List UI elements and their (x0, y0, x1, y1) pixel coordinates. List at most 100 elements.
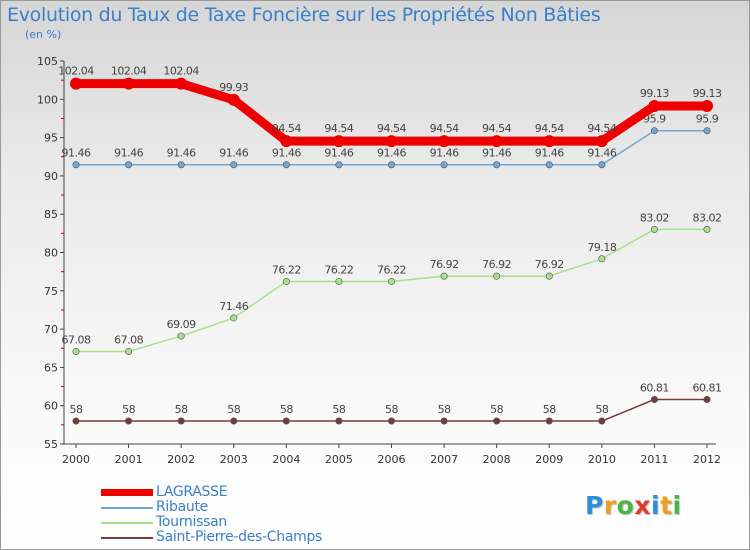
data-label-Saint-Pierre-des-Champs-2001: 58 (122, 403, 135, 416)
x-tick-label-2004: 2004 (272, 453, 300, 466)
data-label-Tournissan-2001: 67.08 (114, 333, 143, 346)
data-point-Tournissan-2000 (72, 347, 80, 355)
data-point-Saint-Pierre-des-Champs-2005 (335, 417, 343, 425)
data-point-Saint-Pierre-des-Champs-2011 (650, 395, 658, 403)
x-tick-label-2002: 2002 (167, 453, 195, 466)
data-label-Ribaute-2007: 91.46 (430, 147, 459, 160)
data-label-Tournissan-2010: 79.18 (587, 241, 616, 254)
data-point-Saint-Pierre-des-Champs-2008 (493, 417, 501, 425)
y-tick-label-105: 105 (37, 55, 58, 68)
data-point-LAGRASSE-2000 (70, 77, 82, 90)
legend-swatch-ribaute (101, 507, 153, 509)
data-label-Saint-Pierre-des-Champs-2004: 58 (280, 403, 293, 416)
data-label-Ribaute-2012: 95.9 (696, 113, 719, 126)
data-label-Tournissan-2000: 67.08 (62, 333, 91, 346)
y-tick-label-55: 55 (44, 438, 58, 451)
data-label-Ribaute-2010: 91.46 (587, 147, 616, 160)
data-label-Ribaute-2008: 91.46 (482, 147, 511, 160)
data-label-Tournissan-2008: 76.92 (482, 258, 511, 271)
data-point-Tournissan-2004 (282, 277, 290, 285)
data-label-Tournissan-2004: 76.22 (272, 263, 301, 276)
legend-swatch-tournissan (101, 522, 153, 524)
data-label-Ribaute-2001: 91.46 (114, 147, 143, 160)
data-label-Ribaute-2009: 91.46 (535, 147, 564, 160)
data-label-Tournissan-2011: 83.02 (640, 211, 669, 224)
data-label-Ribaute-2011: 95.9 (643, 113, 666, 126)
y-tick-label-95: 95 (44, 132, 58, 145)
data-label-Saint-Pierre-des-Champs-2008: 58 (490, 403, 503, 416)
data-point-Ribaute-2011 (650, 127, 658, 135)
data-label-Tournissan-2006: 76.22 (377, 263, 406, 276)
data-point-Ribaute-2004 (282, 161, 290, 169)
data-label-LAGRASSE-2006: 94.54 (377, 122, 406, 135)
data-point-Ribaute-2012 (703, 127, 711, 135)
data-point-Ribaute-2003 (230, 161, 238, 169)
legend-label-tournissan: Tournissan (156, 514, 227, 530)
data-point-LAGRASSE-2010 (595, 135, 608, 148)
data-label-Saint-Pierre-des-Champs-2012: 60.81 (693, 381, 722, 394)
data-point-Saint-Pierre-des-Champs-2009 (545, 417, 553, 425)
data-point-LAGRASSE-2003 (227, 93, 240, 106)
data-label-Tournissan-2002: 69.09 (167, 318, 196, 331)
data-point-Tournissan-2007 (440, 272, 448, 280)
data-point-LAGRASSE-2008 (490, 135, 503, 148)
data-point-Tournissan-2008 (493, 272, 501, 280)
data-label-Ribaute-2000: 91.46 (62, 147, 91, 160)
data-point-LAGRASSE-2007 (438, 135, 451, 148)
data-label-Tournissan-2012: 83.02 (693, 211, 722, 224)
data-label-Tournissan-2007: 76.92 (430, 258, 459, 271)
legend-swatch-lagrasse (101, 489, 153, 496)
data-label-Ribaute-2002: 91.46 (167, 147, 196, 160)
legend-swatch-saint-pierre (101, 537, 153, 539)
data-point-Saint-Pierre-des-Champs-2010 (598, 417, 606, 425)
x-tick-label-2005: 2005 (325, 453, 353, 466)
x-tick-label-2000: 2000 (62, 453, 90, 466)
data-label-LAGRASSE-2002: 102.04 (163, 65, 199, 78)
data-label-Saint-Pierre-des-Champs-2009: 58 (543, 403, 556, 416)
x-tick-label-2007: 2007 (430, 453, 458, 466)
data-point-Tournissan-2001 (125, 347, 133, 355)
data-point-Tournissan-2002 (177, 332, 185, 340)
proxiti-logo: Proxiti (585, 491, 682, 520)
data-label-Ribaute-2003: 91.46 (219, 147, 248, 160)
chart-subtitle: (en %) (25, 28, 62, 41)
data-point-Tournissan-2006 (387, 277, 395, 285)
data-label-Saint-Pierre-des-Champs-2007: 58 (438, 403, 451, 416)
data-point-Saint-Pierre-des-Champs-2000 (72, 417, 80, 425)
y-tick-label-70: 70 (44, 323, 58, 336)
data-label-Tournissan-2005: 76.22 (324, 263, 353, 276)
data-label-Saint-Pierre-des-Champs-2011: 60.81 (640, 381, 669, 394)
y-tick-label-75: 75 (44, 285, 58, 298)
chart-title: Evolution du Taux de Taxe Foncière sur l… (7, 4, 601, 26)
data-label-Saint-Pierre-des-Champs-2006: 58 (385, 403, 398, 416)
data-point-Tournissan-2005 (335, 277, 343, 285)
data-label-LAGRASSE-2008: 94.54 (482, 122, 511, 135)
data-label-Saint-Pierre-des-Champs-2000: 58 (70, 403, 83, 416)
data-point-Saint-Pierre-des-Champs-2012 (703, 395, 711, 403)
data-label-LAGRASSE-2005: 94.54 (324, 122, 353, 135)
data-point-LAGRASSE-2011 (648, 99, 661, 112)
data-point-LAGRASSE-2005 (332, 135, 345, 148)
data-label-Tournissan-2003: 71.46 (219, 300, 248, 313)
data-point-Ribaute-2002 (177, 161, 185, 169)
data-label-LAGRASSE-2012: 99.13 (693, 87, 722, 100)
y-tick-label-90: 90 (44, 170, 58, 183)
data-point-LAGRASSE-2006 (385, 135, 398, 148)
data-point-Saint-Pierre-des-Champs-2007 (440, 417, 448, 425)
data-point-Saint-Pierre-des-Champs-2001 (125, 417, 133, 425)
data-label-Saint-Pierre-des-Champs-2005: 58 (332, 403, 345, 416)
data-point-LAGRASSE-2001 (122, 77, 135, 90)
data-label-LAGRASSE-2009: 94.54 (535, 122, 564, 135)
legend-label-lagrasse: LAGRASSE (156, 484, 228, 500)
data-point-Tournissan-2012 (703, 225, 711, 233)
x-tick-label-2006: 2006 (378, 453, 406, 466)
data-point-LAGRASSE-2012 (701, 99, 713, 112)
data-label-LAGRASSE-2010: 94.54 (587, 122, 616, 135)
y-tick-label-100: 100 (37, 93, 58, 106)
data-label-LAGRASSE-2003: 99.93 (219, 81, 248, 94)
data-point-LAGRASSE-2009 (543, 135, 556, 148)
x-tick-label-2012: 2012 (693, 453, 721, 466)
data-point-Ribaute-2010 (598, 161, 606, 169)
x-tick-label-2011: 2011 (640, 453, 668, 466)
